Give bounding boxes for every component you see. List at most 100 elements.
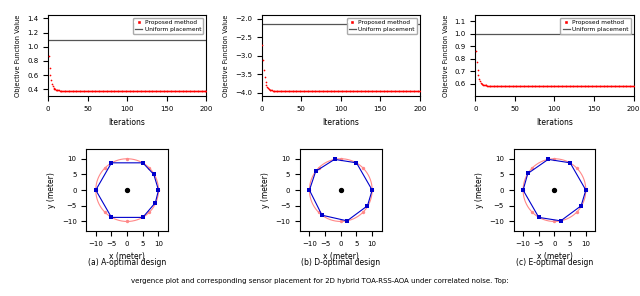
Point: [294, 89, 305, 93]
Point: [625, 83, 636, 88]
Point: [628, 83, 638, 88]
Point: [89, 88, 99, 93]
Point: [521, 83, 531, 88]
Point: [399, 89, 409, 93]
Point: [504, 83, 514, 88]
Point: [352, 89, 362, 93]
Point: [87, 88, 97, 93]
Point: [312, 89, 322, 93]
Point: [362, 203, 372, 208]
Point: [88, 88, 98, 93]
Point: [154, 88, 164, 93]
Point: [472, 60, 482, 65]
Y-axis label: Objective Function Value: Objective Function Value: [223, 15, 229, 97]
Point: [598, 83, 609, 88]
Point: [334, 89, 344, 93]
Point: [511, 83, 521, 88]
Point: [187, 88, 197, 93]
Point: [580, 188, 591, 192]
Point: [170, 88, 180, 93]
Point: [314, 89, 324, 93]
Point: [303, 89, 313, 93]
Point: [111, 88, 121, 93]
Point: [74, 88, 84, 93]
Point: [284, 89, 294, 93]
Point: [515, 83, 525, 88]
Point: [564, 83, 575, 88]
Point: [281, 89, 291, 93]
Point: [86, 88, 96, 93]
Point: [572, 83, 582, 88]
Point: [475, 78, 485, 83]
Point: [542, 83, 552, 88]
Point: [599, 83, 609, 88]
Point: [304, 89, 314, 93]
Point: [549, 219, 559, 224]
Point: [383, 89, 394, 93]
Point: [164, 88, 175, 93]
Point: [604, 83, 614, 88]
Point: [150, 88, 161, 93]
Point: [576, 83, 586, 88]
Point: [114, 88, 124, 93]
Point: [536, 83, 546, 88]
Point: [317, 89, 328, 93]
Point: [482, 83, 492, 88]
Point: [397, 89, 407, 93]
Point: [136, 88, 147, 93]
Point: [565, 160, 575, 165]
Point: [357, 89, 367, 93]
Point: [93, 88, 104, 93]
Point: [518, 188, 528, 192]
Point: [546, 83, 556, 88]
Point: [355, 89, 365, 93]
Point: [304, 188, 314, 192]
Point: [369, 89, 379, 93]
Point: [201, 88, 211, 93]
Point: [548, 83, 558, 88]
Point: [80, 88, 90, 93]
Point: [104, 88, 114, 93]
Point: [487, 83, 497, 88]
Point: [300, 89, 310, 93]
Point: [183, 88, 193, 93]
Point: [156, 88, 166, 93]
Point: [140, 88, 150, 93]
Point: [402, 89, 412, 93]
Point: [588, 83, 598, 88]
Point: [385, 89, 396, 93]
Point: [56, 88, 67, 93]
Point: [616, 83, 626, 88]
Point: [387, 89, 397, 93]
Point: [563, 83, 573, 88]
Point: [96, 88, 106, 93]
Point: [263, 86, 273, 90]
Point: [180, 88, 190, 93]
Point: [381, 89, 392, 93]
Y-axis label: y (meter): y (meter): [47, 172, 56, 208]
Point: [512, 83, 522, 88]
Point: [303, 89, 314, 93]
Point: [189, 88, 200, 93]
Point: [174, 88, 184, 93]
X-axis label: x (meter): x (meter): [323, 252, 359, 261]
Point: [557, 83, 568, 88]
Point: [97, 88, 107, 93]
Point: [408, 89, 419, 93]
Point: [333, 89, 344, 93]
Point: [74, 88, 84, 93]
Point: [117, 88, 127, 93]
Point: [372, 89, 382, 93]
Point: [311, 89, 321, 93]
Point: [285, 89, 295, 93]
Point: [118, 88, 128, 93]
Point: [294, 89, 304, 93]
Point: [186, 88, 196, 93]
Point: [572, 165, 582, 170]
Point: [586, 83, 596, 88]
Point: [393, 89, 403, 93]
Point: [64, 88, 74, 93]
Point: [143, 88, 153, 93]
Point: [526, 83, 536, 88]
Point: [534, 215, 544, 220]
